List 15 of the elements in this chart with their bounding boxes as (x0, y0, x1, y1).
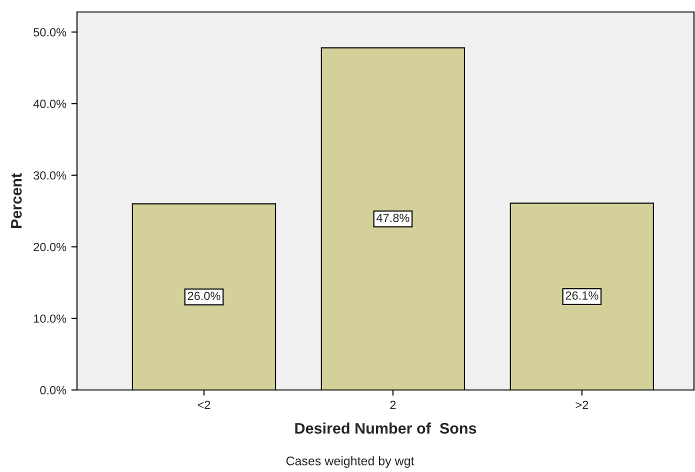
y-tick-label: 0.0% (40, 386, 66, 394)
y-tick-label: 30.0% (34, 171, 66, 180)
y-tick-label: 40.0% (33, 100, 66, 108)
y-tick-label: 50.0% (34, 28, 66, 36)
y-tick-label: 20.0% (34, 242, 66, 252)
y-tick-label: 10.0% (34, 314, 66, 323)
x-tick-label: <2 (198, 400, 210, 409)
x-tick-label: 2 (390, 400, 396, 409)
x-tick-label: >2 (576, 400, 588, 409)
text: Cases weighted by wgt (286, 456, 414, 468)
data-label: 26.1% (566, 291, 598, 300)
y-axis-title: Percent (11, 173, 22, 228)
data-label: 26.0% (188, 292, 220, 300)
data-label: 47.8% (376, 214, 410, 222)
x-axis-title: Desired Number of Sons (295, 422, 476, 434)
